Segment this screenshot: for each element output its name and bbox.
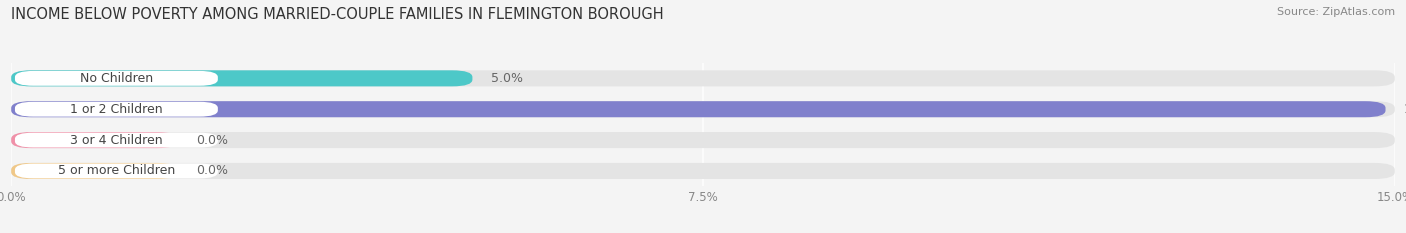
FancyBboxPatch shape	[15, 133, 218, 147]
FancyBboxPatch shape	[15, 164, 218, 178]
FancyBboxPatch shape	[11, 163, 177, 179]
Text: 5 or more Children: 5 or more Children	[58, 164, 174, 178]
FancyBboxPatch shape	[11, 132, 177, 148]
Text: 1 or 2 Children: 1 or 2 Children	[70, 103, 163, 116]
FancyBboxPatch shape	[11, 101, 1395, 117]
Text: Source: ZipAtlas.com: Source: ZipAtlas.com	[1277, 7, 1395, 17]
FancyBboxPatch shape	[15, 102, 218, 117]
FancyBboxPatch shape	[11, 163, 1395, 179]
Text: No Children: No Children	[80, 72, 153, 85]
FancyBboxPatch shape	[11, 70, 472, 86]
FancyBboxPatch shape	[11, 101, 1385, 117]
Text: 5.0%: 5.0%	[491, 72, 523, 85]
FancyBboxPatch shape	[11, 132, 1395, 148]
Text: 0.0%: 0.0%	[195, 164, 228, 178]
FancyBboxPatch shape	[15, 71, 218, 86]
FancyBboxPatch shape	[11, 70, 1395, 86]
Text: 0.0%: 0.0%	[195, 134, 228, 147]
Text: INCOME BELOW POVERTY AMONG MARRIED-COUPLE FAMILIES IN FLEMINGTON BOROUGH: INCOME BELOW POVERTY AMONG MARRIED-COUPL…	[11, 7, 664, 22]
Text: 3 or 4 Children: 3 or 4 Children	[70, 134, 163, 147]
Text: 14.9%: 14.9%	[1405, 103, 1406, 116]
